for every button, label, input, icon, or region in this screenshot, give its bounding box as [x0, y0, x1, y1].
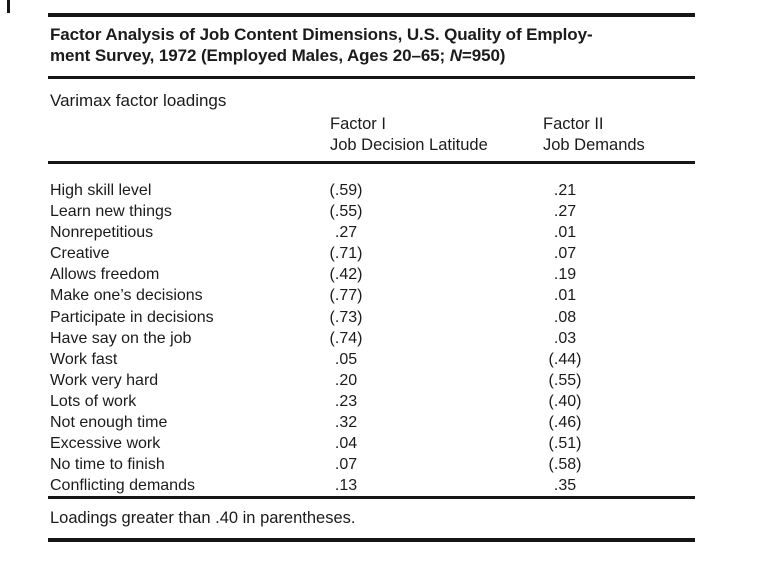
header-divider-rule [48, 161, 695, 164]
table-body: High skill level (.59) .21 Learn new thi… [48, 180, 695, 496]
row-label: Work very hard [50, 371, 159, 389]
factor1-value: .05 [334, 350, 358, 368]
table-row: Learn new things (.55) .27 [48, 201, 695, 222]
factor1-value: (.73) [329, 308, 363, 326]
factor-2-description: Job Demands [543, 136, 645, 154]
title-line-2-prefix: ment Survey, 1972 (Employed Males, Ages … [50, 46, 450, 65]
factor1-value: .32 [334, 414, 358, 432]
table-row: Allows freedom (.42) .19 [48, 264, 695, 285]
table-footnote: Loadings greater than .40 in parentheses… [50, 509, 356, 527]
table-row: Participate in decisions (.73) .08 [48, 307, 695, 328]
table-row: High skill level (.59) .21 [48, 180, 695, 201]
table-title: Factor Analysis of Job Content Dimension… [50, 24, 670, 66]
factor2-value: .01 [553, 287, 577, 305]
table-row: Have say on the job (.74) .03 [48, 328, 695, 349]
title-divider-rule [48, 76, 695, 79]
factor2-value: (.51) [548, 435, 582, 453]
table-row: No time to finish .07 (.58) [48, 454, 695, 475]
factor1-value: (.71) [329, 245, 363, 263]
row-label: Learn new things [50, 203, 172, 221]
table-row: Excessive work .04 (.51) [48, 433, 695, 454]
table-row: Conflicting demands .13 .35 [48, 475, 695, 496]
factor1-value: (.74) [329, 329, 363, 347]
factor1-value: .23 [334, 392, 358, 410]
factor1-value: (.42) [329, 266, 363, 284]
top-rule [48, 13, 695, 17]
factor2-value: .35 [553, 477, 577, 495]
row-label: Excessive work [50, 435, 161, 453]
scan-artifact-mark [7, 0, 10, 13]
factor1-value: .04 [334, 435, 358, 453]
factor2-value: .27 [553, 203, 577, 221]
factor1-value: .13 [334, 477, 358, 495]
row-label: Have say on the job [50, 329, 192, 347]
factor2-value: .21 [553, 182, 577, 199]
factor2-value: .01 [553, 224, 577, 242]
factor2-value: (.55) [548, 371, 582, 389]
factor2-value: .08 [553, 308, 577, 326]
factor-1-description: Job Decision Latitude [330, 136, 488, 154]
title-n-symbol: N [449, 46, 462, 65]
table-row: Nonrepetitious .27 .01 [48, 222, 695, 243]
factor1-value: .27 [334, 224, 358, 242]
row-label: Lots of work [50, 392, 137, 410]
section-label: Varimax factor loadings [50, 91, 227, 110]
table-row: Work very hard .20 (.55) [48, 370, 695, 391]
title-line-1: Factor Analysis of Job Content Dimension… [50, 25, 593, 44]
row-label: Creative [50, 245, 110, 263]
row-label: Make one’s decisions [50, 287, 203, 305]
row-label: Conflicting demands [50, 477, 195, 495]
table-row: Not enough time .32 (.46) [48, 412, 695, 433]
row-label: Allows freedom [50, 266, 160, 284]
table-row: Lots of work .23 (.40) [48, 391, 695, 412]
factor1-value: .20 [334, 371, 358, 389]
factor2-value: (.58) [548, 456, 582, 474]
factor2-value: .03 [553, 329, 577, 347]
column-header-factor-2: Factor II Job Demands [543, 114, 645, 156]
column-header-factor-1: Factor I Job Decision Latitude [330, 114, 488, 156]
factor1-value: .07 [334, 456, 358, 474]
row-label: Participate in decisions [50, 308, 214, 326]
row-label: No time to finish [50, 456, 165, 474]
title-line-2-suffix: =950) [461, 46, 506, 65]
row-label: Work fast [50, 350, 118, 368]
factor-1-name: Factor I [330, 115, 386, 133]
row-label: Nonrepetitious [50, 224, 154, 242]
factor-2-name: Factor II [543, 115, 604, 133]
table-row: Make one’s decisions (.77) .01 [48, 285, 695, 306]
bottom-rule [48, 538, 695, 542]
factor2-value: (.40) [548, 392, 582, 410]
table-row: Work fast .05 (.44) [48, 349, 695, 370]
table-row: Creative (.71) .07 [48, 243, 695, 264]
row-label: High skill level [50, 182, 152, 199]
factor2-value: .07 [553, 245, 577, 263]
factor2-value: (.44) [548, 350, 582, 368]
row-label: Not enough time [50, 414, 168, 432]
factor2-value: (.46) [548, 414, 582, 432]
factor2-value: .19 [553, 266, 577, 284]
body-end-rule [48, 496, 695, 499]
factor1-value: (.77) [329, 287, 363, 305]
factor1-value: (.59) [329, 182, 363, 199]
factor1-value: (.55) [329, 203, 363, 221]
